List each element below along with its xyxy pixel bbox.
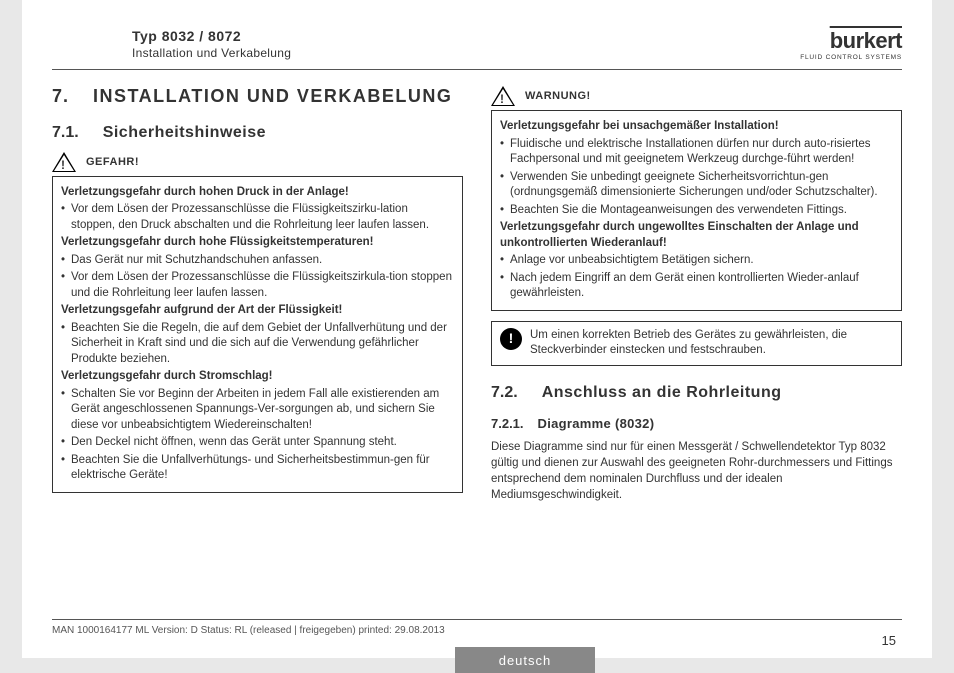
page: Typ 8032 / 8072 Installation und Verkabe… [22, 0, 932, 658]
footer-rule [52, 619, 902, 620]
subsection-heading-2: 7.2. Anschluss an die Rohrleitung [491, 384, 902, 402]
subsection-title: Sicherheitshinweise [103, 124, 266, 142]
subsubsection-heading: 7.2.1. Diagramme (8032) [491, 416, 902, 431]
subsubsection-title: Diagramme (8032) [538, 416, 655, 431]
danger-title-4: Verletzungsgefahr durch Stromschlag! [61, 369, 454, 385]
page-number: 15 [882, 633, 896, 648]
subsection-number: 7.2. [491, 384, 518, 402]
warning-box: Verletzungsgefahr bei unsachgemäßer Inst… [491, 110, 902, 311]
danger-list-2: Das Gerät nur mit Schutzhandschuhen anfa… [61, 253, 454, 302]
warning-title-1: Verletzungsgefahr bei unsachgemäßer Inst… [500, 119, 893, 135]
doc-type-title: Typ 8032 / 8072 [132, 28, 291, 44]
burkert-logo: burkert FLUID CONTROL SYSTEMS [800, 28, 902, 61]
danger-title-2: Verletzungsgefahr durch hohe Flüssigkeit… [61, 235, 454, 251]
subsection-heading: 7.1. Sicherheitshinweise [52, 124, 463, 142]
header: Typ 8032 / 8072 Installation und Verkabe… [52, 18, 902, 70]
danger-item: Beachten Sie die Regeln, die auf dem Geb… [61, 321, 454, 368]
warning-header: ! WARNUNG! [491, 86, 902, 106]
danger-item: Beachten Sie die Unfallverhütungs- und S… [61, 453, 454, 484]
danger-item: Vor dem Lösen der Prozessanschlüsse die … [61, 202, 454, 233]
danger-list-1: Vor dem Lösen der Prozessanschlüsse die … [61, 202, 454, 233]
danger-header: ! GEFAHR! [52, 152, 463, 172]
info-exclamation-icon: ! [500, 328, 522, 350]
doc-section-title: Installation und Verkabelung [132, 46, 291, 60]
language-tab: deutsch [455, 647, 595, 673]
warning-item: Fluidische und elektrische Installatione… [500, 137, 893, 168]
danger-list-4: Schalten Sie vor Beginn der Arbeiten in … [61, 387, 454, 484]
danger-title-1: Verletzungsgefahr durch hohen Druck in d… [61, 185, 454, 201]
danger-item: Das Gerät nur mit Schutzhandschuhen anfa… [61, 253, 454, 269]
danger-list-3: Beachten Sie die Regeln, die auf dem Geb… [61, 321, 454, 368]
logo-subtext: FLUID CONTROL SYSTEMS [800, 54, 902, 61]
warning-label: WARNUNG! [525, 90, 591, 102]
subsection-number: 7.1. [52, 124, 79, 142]
danger-item: Den Deckel nicht öffnen, wenn das Gerät … [61, 435, 454, 451]
section-title: INSTALLATION UND VERKABELUNG [93, 86, 452, 108]
danger-box: Verletzungsgefahr durch hohen Druck in d… [52, 176, 463, 493]
content-columns: 7. INSTALLATION UND VERKABELUNG 7.1. Sic… [52, 86, 902, 503]
footer-meta: MAN 1000164177 ML Version: D Status: RL … [52, 625, 445, 636]
warning-item: Nach jedem Eingriff an dem Gerät einen k… [500, 271, 893, 302]
warning-list-2: Anlage vor unbeabsichtigtem Betätigen si… [500, 253, 893, 302]
warning-item: Beachten Sie die Montageanweisungen des … [500, 203, 893, 219]
info-box: ! Um einen korrekten Betrieb des Gerätes… [491, 321, 902, 366]
section-heading: 7. INSTALLATION UND VERKABELUNG [52, 86, 463, 108]
warning-item: Anlage vor unbeabsichtigtem Betätigen si… [500, 253, 893, 269]
subsubsection-number: 7.2.1. [491, 416, 524, 431]
logo-text: burkert [800, 28, 902, 54]
header-left: Typ 8032 / 8072 Installation und Verkabe… [52, 28, 291, 60]
warning-item: Verwenden Sie unbedingt geeignete Sicher… [500, 170, 893, 201]
danger-item: Vor dem Lösen der Prozessanschlüsse die … [61, 270, 454, 301]
danger-title-3: Verletzungsgefahr aufgrund der Art der F… [61, 303, 454, 319]
section-number: 7. [52, 86, 69, 108]
left-column: 7. INSTALLATION UND VERKABELUNG 7.1. Sic… [52, 86, 463, 503]
danger-label: GEFAHR! [86, 156, 139, 168]
subsection-title: Anschluss an die Rohrleitung [542, 384, 782, 402]
danger-item: Schalten Sie vor Beginn der Arbeiten in … [61, 387, 454, 434]
warning-triangle-icon: ! [491, 86, 515, 106]
warning-list-1: Fluidische und elektrische Installatione… [500, 137, 893, 219]
info-text: Um einen korrekten Betrieb des Gerätes z… [530, 328, 893, 359]
warning-title-2: Verletzungsgefahr durch ungewolltes Eins… [500, 220, 893, 251]
paragraph: Diese Diagramme sind nur für einen Messg… [491, 439, 902, 503]
right-column: ! WARNUNG! Verletzungsgefahr bei unsachg… [491, 86, 902, 503]
warning-triangle-icon: ! [52, 152, 76, 172]
